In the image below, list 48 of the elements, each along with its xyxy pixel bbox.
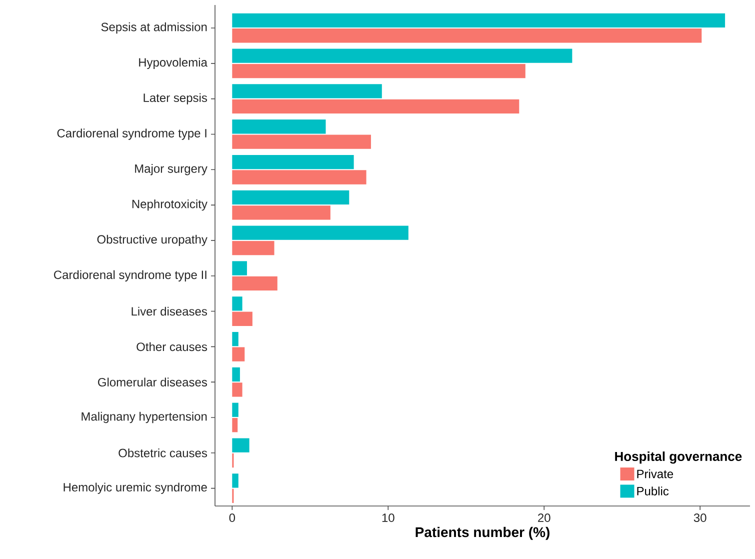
bar <box>232 170 366 184</box>
y-tick-label: Hypovolemia <box>139 58 208 70</box>
bar <box>232 261 247 276</box>
x-tick-label: 10 <box>382 514 394 522</box>
legend-label: Private <box>637 469 674 478</box>
bar <box>232 84 382 98</box>
x-tick-label: 30 <box>694 514 706 522</box>
bar <box>232 154 354 170</box>
y-tick-label: Cardiorenal syndrome type I <box>57 128 206 140</box>
bar <box>232 99 520 114</box>
y-tick-label: Later sepsis <box>144 93 208 104</box>
bar <box>232 13 726 28</box>
y-tick-label: Sepsis at admission <box>101 22 207 34</box>
bar <box>232 438 250 452</box>
bar <box>232 474 238 488</box>
y-tick-label: Hemolyic uremic syndrome <box>64 482 207 494</box>
y-tick-label: Obstructive uropathy <box>97 234 208 246</box>
y-tick-label: Obstetric causes <box>118 448 208 458</box>
bar <box>232 312 252 326</box>
bar <box>232 134 371 149</box>
bar <box>232 206 330 220</box>
y-tick-label: Nephrotoxicity <box>132 199 208 211</box>
y-tick-label: Glomerular diseases <box>98 378 208 386</box>
bar <box>232 402 238 417</box>
legend-title: Hospital governance <box>615 451 742 464</box>
bar <box>232 240 274 256</box>
bar <box>232 347 245 362</box>
bar <box>232 382 242 397</box>
bar <box>232 418 238 432</box>
bar <box>232 332 238 346</box>
y-tick-label: Liver diseases <box>132 306 208 316</box>
y-tick-label: Malignany hypertension <box>82 412 207 424</box>
y-tick-label: Major surgery <box>135 164 208 176</box>
x-axis-title: Patients number (%) <box>416 526 550 540</box>
bar <box>232 296 242 311</box>
x-tick-label: 0 <box>229 514 236 522</box>
bar <box>232 48 572 63</box>
bar <box>232 28 702 43</box>
legend-label: Public <box>637 486 669 496</box>
x-tick-label: 20 <box>538 514 550 522</box>
bar <box>232 120 326 134</box>
bar <box>232 64 526 78</box>
y-tick-label: Cardiorenal syndrome type II <box>54 270 206 282</box>
bar <box>232 226 408 240</box>
bar <box>232 276 278 291</box>
bar <box>232 367 240 382</box>
bar <box>232 190 350 205</box>
y-tick-label: Other causes <box>136 342 208 352</box>
